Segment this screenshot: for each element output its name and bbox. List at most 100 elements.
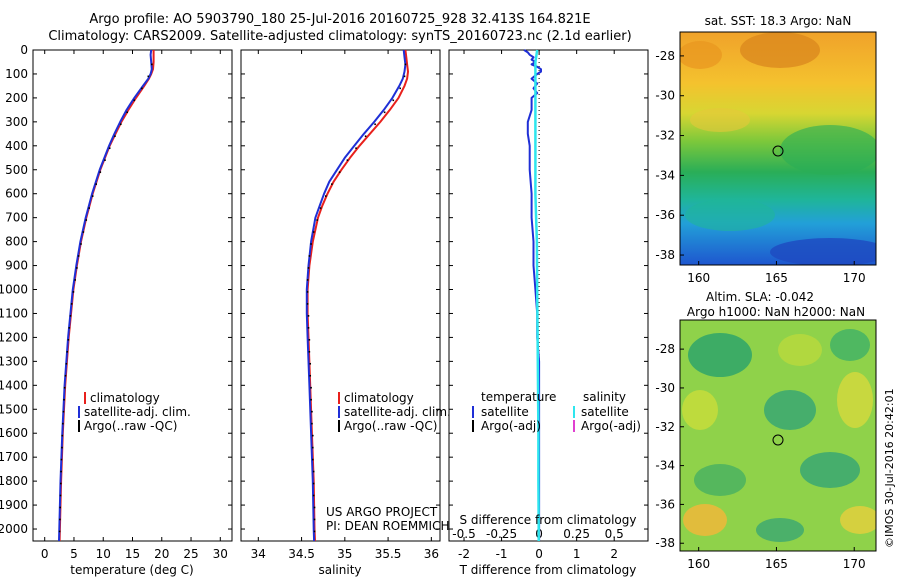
x-tick-label: 25 <box>183 547 198 561</box>
sst-cyan-patch <box>685 199 775 231</box>
argo-point <box>77 255 80 257</box>
x-tick-label: 30 <box>213 547 228 561</box>
argo-point <box>313 518 316 521</box>
argo-point <box>383 111 386 114</box>
argo-point <box>307 267 310 269</box>
argo-point <box>151 63 153 66</box>
argo-point <box>66 350 69 353</box>
legend-label-sal-satellite: satellite <box>581 405 629 419</box>
sla-patch <box>778 334 822 366</box>
argo-point <box>308 255 311 257</box>
salinity-axis-label: salinity <box>318 563 361 577</box>
depth-tick-label: 1800 <box>0 474 28 488</box>
argo-point <box>72 291 75 293</box>
series-line-satellite-adj-clim- <box>305 49 407 542</box>
argo-point <box>364 135 367 138</box>
argo-point <box>82 231 85 233</box>
map-y-tick-label: -36 <box>655 497 675 511</box>
argo-point <box>324 195 327 197</box>
x-tick-label: 34.5 <box>288 547 315 561</box>
argo-point <box>59 506 62 509</box>
depth-tick-label: 1000 <box>0 283 28 297</box>
argo-point <box>61 446 63 449</box>
s-tick-label: -0.25 <box>486 527 517 541</box>
difference-panel-frame <box>448 49 649 542</box>
argo-point <box>346 159 349 161</box>
x-tick-label: 0 <box>41 547 49 561</box>
depth-tick-label: 1300 <box>0 354 28 368</box>
argo-point <box>67 339 70 341</box>
series-line-salinity-satellite <box>534 49 540 541</box>
argo-point <box>63 386 66 389</box>
depth-tick-label: 1600 <box>0 426 28 440</box>
argo-point <box>310 243 312 245</box>
map-y-tick-label: -36 <box>655 208 675 222</box>
x-tick-label: -2 <box>458 547 470 561</box>
legend-label-temp-satellite: satellite <box>481 405 529 419</box>
temperature-panel-frame <box>32 49 233 542</box>
project-name: US ARGO PROJECT <box>326 505 438 519</box>
argo-point <box>147 75 150 78</box>
argo-point <box>74 279 76 281</box>
sst-green-tongue <box>780 125 876 175</box>
x-tick-label: 35.5 <box>375 547 402 561</box>
depth-tick-label: 700 <box>5 211 28 225</box>
map-x-tick-label: 160 <box>687 271 710 285</box>
argo-point <box>85 219 88 221</box>
s-tick-label: -0.5 <box>452 527 475 541</box>
argo-point <box>76 267 78 269</box>
argo-point <box>312 470 315 473</box>
argo-point <box>126 111 129 114</box>
sst-map <box>680 32 876 265</box>
sst-blue-patch <box>770 238 876 265</box>
x-tick-label: 20 <box>154 547 169 561</box>
sla-patch <box>764 390 816 430</box>
sla-patch <box>830 329 870 361</box>
argo-point <box>316 219 318 221</box>
sla-patch <box>682 390 718 430</box>
argo-point <box>306 303 309 305</box>
map-y-tick-label: -28 <box>655 342 675 356</box>
argo-point <box>91 195 94 197</box>
legend-label-sal-argo: Argo(-adj) <box>581 419 641 433</box>
argo-point <box>306 279 309 281</box>
map-y-tick-label: -38 <box>655 536 675 550</box>
map-x-tick-label: 165 <box>765 557 788 571</box>
argo-point <box>62 410 65 413</box>
difference-top-axis-label: S difference from climatology <box>460 513 637 527</box>
depth-tick-label: 1400 <box>0 378 28 392</box>
depth-tick-label: 1700 <box>0 450 28 464</box>
depth-tick-label: 300 <box>5 115 28 129</box>
argo-point <box>331 183 333 185</box>
argo-point <box>313 506 316 509</box>
argo-point <box>355 147 357 149</box>
argo-point <box>141 87 143 90</box>
sla-patch <box>683 504 727 536</box>
map-x-tick-label: 160 <box>687 557 710 571</box>
depth-tick-label: 1200 <box>0 330 28 344</box>
argo-point <box>64 374 67 377</box>
map-y-tick-label: -30 <box>655 381 675 395</box>
argo-point <box>61 434 64 437</box>
depth-tick-label: 900 <box>5 259 28 273</box>
temperature-legend: climatology satellite-adj. clim. Argo(..… <box>78 391 191 433</box>
argo-point <box>310 398 312 401</box>
argo-point <box>310 386 312 389</box>
map-x-tick-label: 170 <box>843 557 866 571</box>
depth-tick-label: 1500 <box>0 402 28 416</box>
argo-point <box>60 458 63 461</box>
map-y-tick-label: -32 <box>655 129 675 143</box>
argo-point <box>308 350 311 353</box>
argo-point <box>309 374 312 377</box>
x-tick-label: 10 <box>96 547 111 561</box>
argo-point <box>62 422 64 425</box>
argo-point <box>319 207 322 209</box>
figure-title-line1: Argo profile: AO 5903790_180 25-Jul-2016… <box>89 12 591 27</box>
difference-axis-label: T difference from climatology <box>459 563 637 577</box>
argo-point <box>60 482 62 485</box>
map-y-tick-label: -38 <box>655 248 675 262</box>
depth-tick-label: 600 <box>5 187 28 201</box>
argo-point <box>404 63 407 66</box>
argo-point <box>309 362 312 365</box>
